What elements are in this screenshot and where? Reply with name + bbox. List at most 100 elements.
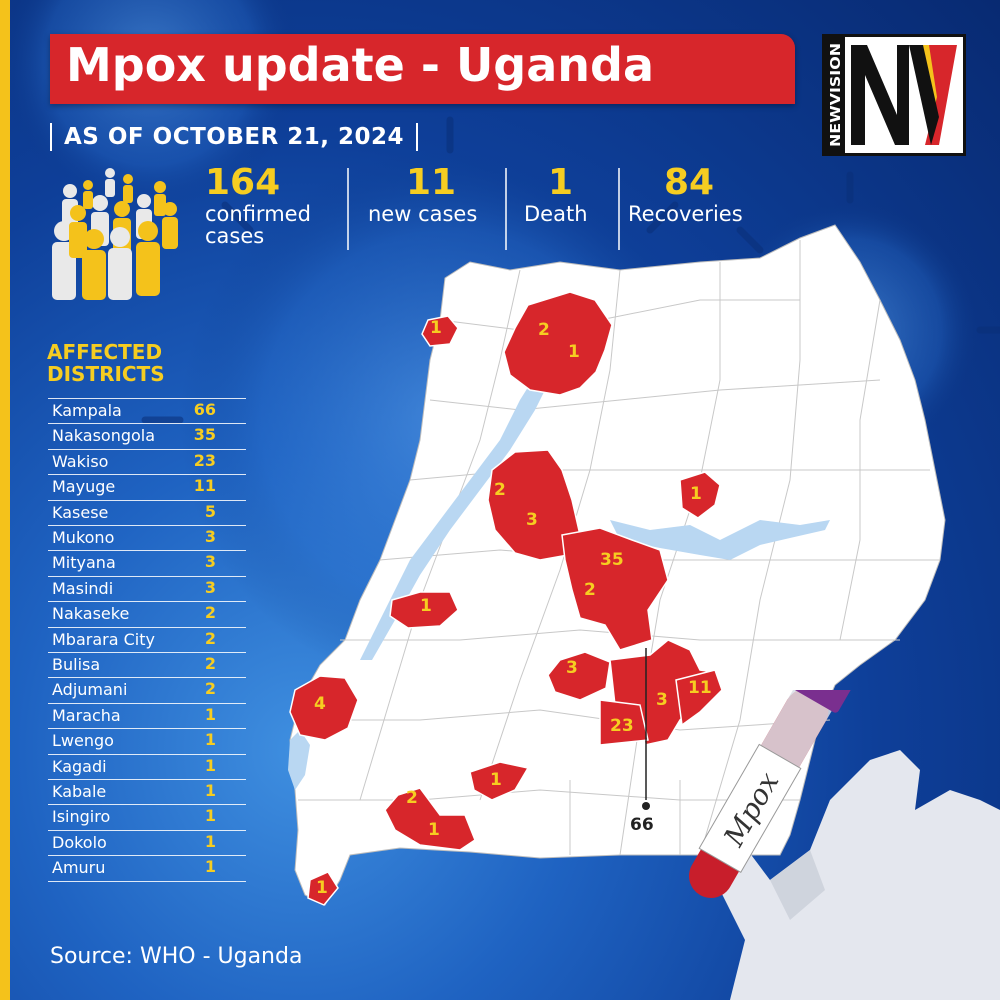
map-label: 2 xyxy=(406,788,418,808)
date-line: AS OF OCTOBER 21, 2024 xyxy=(50,120,419,154)
district-name: Kampala xyxy=(52,401,122,420)
table-row: Mityana 3 xyxy=(48,550,246,575)
district-count: 3 xyxy=(204,527,216,546)
district-name: Masindi xyxy=(52,578,114,598)
district-count: 2 xyxy=(204,679,216,699)
district-count: 1 xyxy=(204,806,216,826)
district-count: 66 xyxy=(193,400,216,419)
district-name: Mbarara City xyxy=(52,629,155,649)
district-count: 2 xyxy=(204,603,216,623)
glove-icon xyxy=(710,750,1000,1000)
map-label: 1 xyxy=(430,318,442,338)
stat-deaths: 1 Death xyxy=(524,162,588,226)
district-name: Bulisa xyxy=(52,655,101,674)
table-row: Mayuge 11 xyxy=(48,474,246,499)
table-row: Kampala 66 xyxy=(48,398,246,423)
table-row: Mbarara City 2 xyxy=(48,626,246,652)
district-wakiso xyxy=(599,699,649,746)
district-lwengo xyxy=(469,761,530,801)
lake-kyoga xyxy=(610,520,830,560)
district-name: Mityana xyxy=(52,553,116,573)
district-mayuge xyxy=(675,669,723,727)
map-label: 1 xyxy=(420,596,432,616)
district-name: Lwengo xyxy=(52,731,114,751)
table-row: Kabale 1 xyxy=(48,779,246,804)
district-name: Wakiso xyxy=(52,451,109,471)
district-count: 1 xyxy=(204,831,216,851)
map-label: 2 xyxy=(538,320,550,340)
district-name: Amuru xyxy=(52,858,106,878)
district-maracha xyxy=(421,315,459,347)
table-row: Maracha 1 xyxy=(48,702,246,728)
district-count: 1 xyxy=(204,704,216,724)
affected-district-shapes xyxy=(289,291,723,906)
district-adjumani xyxy=(503,291,613,396)
affected-districts-heading: AFFECTED DISTRICTS xyxy=(47,340,165,386)
svg-text:NEWVISION: NEWVISION xyxy=(829,43,844,147)
map-label: 2 xyxy=(494,480,506,500)
district-name: Mukono xyxy=(52,528,115,547)
district-dokolo xyxy=(679,471,721,519)
stat-confirmed-cases: 164 confirmed cases xyxy=(205,162,311,248)
map-label: 1 xyxy=(428,820,440,840)
table-row: Isingiro 1 xyxy=(48,804,246,829)
map-label: 3 xyxy=(526,510,538,530)
district-name: Isingiro xyxy=(52,807,111,827)
table-row: Lwengo 1 xyxy=(48,728,246,753)
district-name: Maracha xyxy=(52,705,121,725)
map-label-kampala: 66 xyxy=(630,815,654,835)
lake-albert xyxy=(360,360,555,660)
table-row: Mukono 3 xyxy=(48,525,246,550)
district-count: 23 xyxy=(193,450,216,470)
map-label: 1 xyxy=(568,342,580,362)
table-row: Kagadi 1 xyxy=(48,753,246,779)
source-note: Source: WHO - Uganda xyxy=(50,944,303,969)
district-mbarara-isingiro xyxy=(384,787,476,851)
page-title: Mpox update - Uganda xyxy=(66,38,654,92)
district-nakasongola-nakaseke xyxy=(561,527,669,651)
map-label: 11 xyxy=(688,678,712,698)
district-name: Kabale xyxy=(52,782,107,801)
map-label: 35 xyxy=(600,550,624,570)
district-name: Mayuge xyxy=(52,477,116,497)
district-count: 11 xyxy=(193,476,216,496)
table-row: Dokolo 1 xyxy=(48,829,246,855)
kampala-pointer-dot xyxy=(642,802,650,810)
map-label: 3 xyxy=(656,690,668,710)
district-count: 1 xyxy=(204,857,216,877)
date-divider xyxy=(50,123,52,151)
map-label: 1 xyxy=(690,484,702,504)
district-name: Kagadi xyxy=(52,756,107,776)
date-divider xyxy=(416,123,419,151)
as-of-date: AS OF OCTOBER 21, 2024 xyxy=(64,124,405,150)
test-tube-hand-illustration: Mpox xyxy=(689,690,1000,1000)
district-kabale xyxy=(307,871,339,906)
district-name: Nakaseke xyxy=(52,604,130,624)
district-kagadi xyxy=(389,591,459,629)
map-label: 3 xyxy=(566,658,578,678)
lake-edward xyxy=(288,730,310,790)
district-count: 3 xyxy=(204,552,216,572)
district-name: Nakasongola xyxy=(52,426,156,446)
table-row: Amuru 1 xyxy=(48,855,246,880)
newvision-logo: NEWVISION xyxy=(822,34,966,156)
people-crowd-icon xyxy=(52,168,178,300)
table-row: Nakaseke 2 xyxy=(48,601,246,626)
district-count: 1 xyxy=(204,781,216,800)
district-count: 35 xyxy=(193,425,216,445)
map-label: 1 xyxy=(316,878,328,898)
district-mityana xyxy=(547,651,611,701)
nv-monogram-icon: NEWVISION xyxy=(825,37,957,153)
table-row: Kasese 5 xyxy=(48,499,246,525)
table-row: Wakiso 23 xyxy=(48,448,246,474)
stat-new-cases: 11 new cases xyxy=(368,162,478,226)
title-banner xyxy=(50,34,795,104)
district-count: 5 xyxy=(204,501,216,521)
stat-divider xyxy=(347,168,349,250)
table-row: Adjumani 2 xyxy=(48,677,246,702)
stat-divider xyxy=(505,168,507,250)
map-label: 23 xyxy=(610,716,634,736)
district-count: 1 xyxy=(204,755,216,775)
district-name: Dokolo xyxy=(52,832,107,852)
